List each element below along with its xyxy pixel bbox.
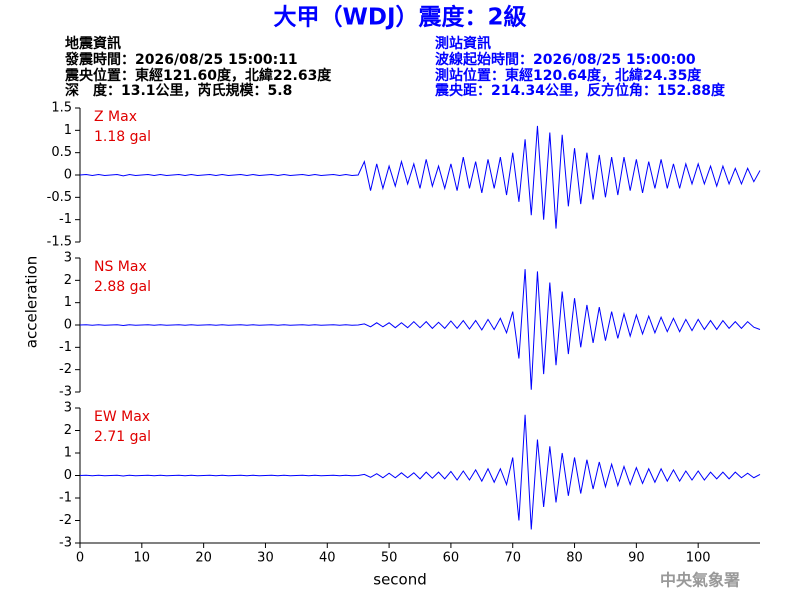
x-tick-label: 0 <box>76 551 84 566</box>
panel-title: NS Max <box>94 259 147 275</box>
x-tick-label: 80 <box>566 551 583 566</box>
panel-annotation: 2.88 gal <box>94 279 151 295</box>
panel-title: EW Max <box>94 409 150 425</box>
x-tick-label: 30 <box>257 551 274 566</box>
y-tick-label: -3 <box>59 385 72 400</box>
x-tick-label: 70 <box>504 551 521 566</box>
x-tick-label: 10 <box>134 551 151 566</box>
y-axis-label: acceleration <box>23 256 41 348</box>
panel-annotation: 2.71 gal <box>94 429 151 445</box>
waveform <box>79 125 761 229</box>
waveform <box>79 269 761 390</box>
x-axis-label: second <box>373 571 427 589</box>
x-tick-label: 50 <box>381 551 398 566</box>
y-tick-label: -0.5 <box>47 190 72 205</box>
x-tick-label: 20 <box>195 551 212 566</box>
y-tick-label: 1 <box>64 446 72 461</box>
y-tick-label: 1 <box>64 295 72 310</box>
chart-title: 大甲（WDJ）震度：2級 <box>273 4 526 31</box>
y-tick-label: 0 <box>64 468 72 483</box>
y-tick-label: 0 <box>64 168 72 183</box>
info-line: 發震時間：2026/08/25 15:00:11 <box>64 51 298 68</box>
y-tick-label: 1 <box>64 123 72 138</box>
panel-annotation: 1.18 gal <box>94 129 151 145</box>
y-tick-label: -1 <box>59 491 72 506</box>
y-tick-label: 0 <box>64 318 72 333</box>
y-tick-label: -2 <box>59 362 72 377</box>
info-line: 震央距：214.34公里，反方位角：152.88度 <box>434 82 726 99</box>
y-tick-label: 0.5 <box>51 145 72 160</box>
info-line: 測站資訊 <box>435 35 491 52</box>
info-line: 深 度：13.1公里，芮氏規模：5.8 <box>65 82 292 99</box>
y-tick-label: -2 <box>59 513 72 528</box>
y-tick-label: -3 <box>59 536 72 551</box>
y-tick-label: -1 <box>59 212 72 227</box>
footer: 中央氣象署 <box>660 571 740 590</box>
y-tick-label: -1.5 <box>47 235 72 250</box>
y-tick-label: 1.5 <box>51 101 72 116</box>
y-tick-label: -1 <box>59 340 72 355</box>
x-tick-label: 100 <box>686 551 711 566</box>
y-tick-label: 2 <box>64 423 72 438</box>
x-tick-label: 40 <box>319 551 336 566</box>
x-tick-label: 60 <box>443 551 460 566</box>
info-line: 測站位置：東經120.64度，北緯24.35度 <box>435 67 702 84</box>
info-line: 地震資訊 <box>65 35 121 52</box>
info-line: 震央位置：東經121.60度，北緯22.63度 <box>64 67 332 84</box>
waveform <box>79 414 761 530</box>
panel-title: Z Max <box>94 109 137 125</box>
y-tick-label: 3 <box>64 251 72 266</box>
x-tick-label: 90 <box>628 551 645 566</box>
y-tick-label: 3 <box>64 401 72 416</box>
y-tick-label: 2 <box>64 273 72 288</box>
info-line: 波線起始時間：2026/08/25 15:00:00 <box>435 51 696 68</box>
